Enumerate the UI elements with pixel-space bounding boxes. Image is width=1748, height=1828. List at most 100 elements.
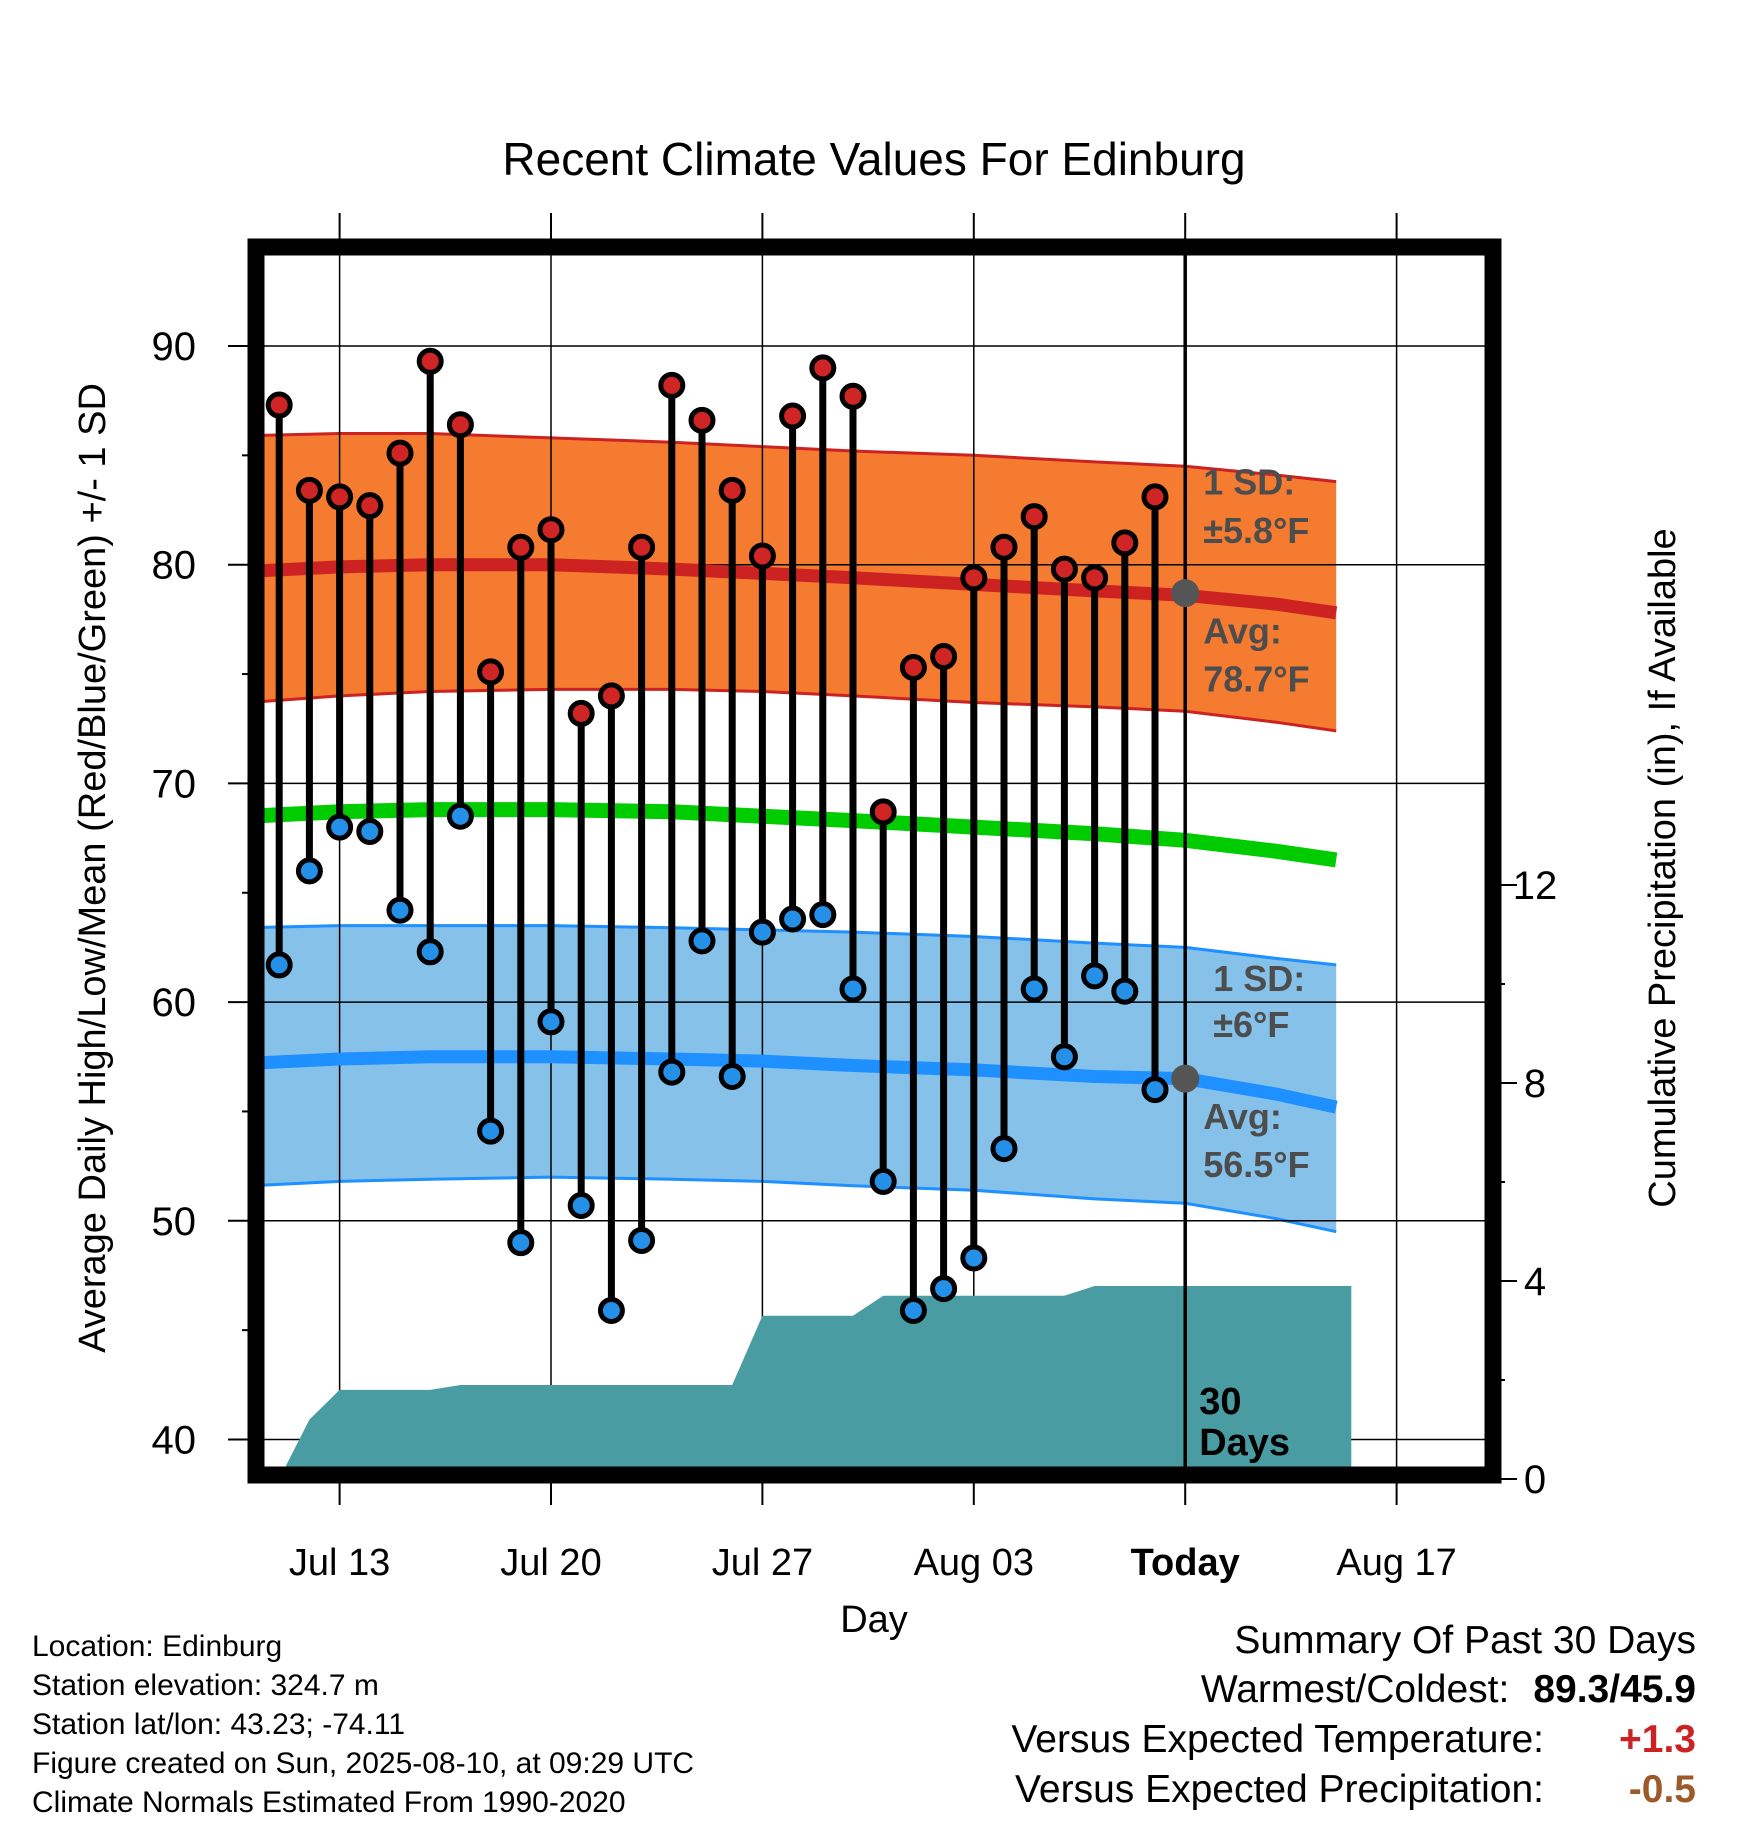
low-sd-lower-edge [256, 1175, 1337, 1234]
x-tick-label: Today [1131, 1542, 1240, 1584]
daily-low-point [265, 951, 293, 979]
y-tick-label: 60 [152, 981, 197, 1025]
y-tick-label: 70 [152, 762, 197, 806]
daily-high-point [265, 391, 293, 419]
high-sd-value: ±5.8°F [1203, 510, 1309, 551]
daily-high-point [1141, 483, 1169, 511]
high-avg-label: Avg: [1203, 610, 1282, 651]
daily-low-point [477, 1117, 505, 1145]
daily-high-point [507, 533, 535, 561]
summary-warm-cold-row: Warmest/Coldest: 89.3/45.9 [1011, 1665, 1696, 1715]
daily-low-point [809, 901, 837, 929]
daily-high-point [1020, 503, 1048, 531]
x-tick-label: Aug 03 [914, 1542, 1034, 1584]
summary-heading: Summary Of Past 30 Days [1234, 1619, 1696, 1662]
daily-low-point [869, 1167, 897, 1195]
daily-low-point [718, 1062, 746, 1090]
daily-high-point [809, 354, 837, 382]
daily-low-point [326, 813, 354, 841]
daily-high-point [930, 643, 958, 671]
days-count: 30 [1199, 1381, 1241, 1423]
low-sd-upper-edge [256, 924, 1337, 967]
daily-low-point [1111, 977, 1139, 1005]
daily-high-point [1050, 555, 1078, 583]
daily-high-point [1081, 564, 1109, 592]
daily-low-point [567, 1191, 595, 1219]
daily-low-point [930, 1275, 958, 1303]
daily-high-point [356, 492, 384, 520]
normal-high-line [256, 558, 1338, 620]
daily-low-point [537, 1008, 565, 1036]
normals-note: Climate Normals Estimated From 1990-2020 [32, 1786, 626, 1819]
daily-low-point [1141, 1076, 1169, 1104]
temp-anomaly-value: +1.3 [1619, 1718, 1696, 1761]
temp-anomaly-label: Versus Expected Temperature: [1011, 1718, 1544, 1761]
station-info: Location: Edinburg Station elevation: 32… [32, 1627, 694, 1822]
x-axis-label: Day [840, 1599, 908, 1641]
low-avg-value: 56.5°F [1203, 1144, 1309, 1185]
y2-tick-label: 0 [1524, 1458, 1546, 1502]
daily-high-point [326, 483, 354, 511]
daily-high-point [688, 406, 716, 434]
normal-low-line [256, 1050, 1338, 1114]
station-latlon: Station lat/lon: 43.23; -74.11 [32, 1708, 406, 1741]
daily-high-point [869, 798, 897, 826]
station-elevation: Station elevation: 324.7 m [32, 1669, 379, 1702]
low-sd-value: ±6°F [1213, 1004, 1289, 1045]
daily-high-point [839, 382, 867, 410]
daily-low-point [658, 1058, 686, 1086]
daily-low-point [416, 938, 444, 966]
low-avg-label: Avg: [1203, 1096, 1282, 1137]
daily-high-point [658, 371, 686, 399]
precip-anomaly-value: -0.5 [1628, 1768, 1696, 1811]
annotations: 1 SD: ±5.8°F Avg: 78.7°F 1 SD: ±6°F Avg: 56.5°F [1203, 462, 1309, 1185]
daily-low-point [748, 918, 776, 946]
daily-low-point [1050, 1043, 1078, 1071]
plot-inner: 1 SD: ±5.8°F Avg: 78.7°F 1 SD: ±6°F Avg: 56.5°F… [256, 247, 1493, 1475]
daily-high-point [718, 476, 746, 504]
daily-high-point [386, 439, 414, 467]
daily-high-point [477, 658, 505, 686]
high-avg-value: 78.7°F [1203, 659, 1309, 700]
low-sd-label: 1 SD: [1213, 958, 1305, 999]
today-high-normal-marker [1171, 579, 1200, 608]
y-tick-label: 90 [152, 325, 197, 369]
daily-low-point [990, 1135, 1018, 1163]
daily-high-point [537, 516, 565, 544]
daily-high-point [416, 347, 444, 375]
daily-low-point [295, 857, 323, 885]
daily-low-point [899, 1296, 927, 1324]
plot-frame [247, 238, 1502, 1484]
days-word: Days [1199, 1422, 1290, 1464]
y2-tick-label: 12 [1513, 864, 1558, 908]
plot-area: 1 SD: ±5.8°F Avg: 78.7°F 1 SD: ±6°F Avg: 56.5°F… [152, 213, 1558, 1584]
x-tick-label: Jul 20 [500, 1542, 601, 1584]
station-location: Location: Edinburg [32, 1630, 283, 1663]
daily-high-point [960, 564, 988, 592]
x-tick-label: Jul 13 [289, 1542, 390, 1584]
warm-cold-value: 89.3/45.9 [1533, 1668, 1696, 1711]
warm-cold-label: Warmest/Coldest: [1200, 1668, 1510, 1711]
today-low-normal-marker [1171, 1064, 1200, 1093]
daily-series [265, 347, 1169, 1324]
precip-anomaly-label: Versus Expected Precipitation: [1015, 1768, 1544, 1811]
y-tick-label: 40 [152, 1419, 197, 1463]
daily-low-point [688, 927, 716, 955]
daily-low-point [839, 975, 867, 1003]
high-sd-label: 1 SD: [1203, 462, 1295, 503]
daily-low-point [1020, 975, 1048, 1003]
y-tick-label: 80 [152, 544, 197, 588]
y-axis-label: Average Daily High/Low/Mean (Red/Blue/Gr… [72, 383, 114, 1353]
daily-high-point [295, 476, 323, 504]
daily-high-point [1111, 529, 1139, 557]
summary-temp-row: Versus Expected Temperature: +1.3 [1011, 1715, 1696, 1765]
summary-panel: Summary Of Past 30 Days Warmest/Coldest:… [1011, 1617, 1696, 1815]
daily-low-point [779, 905, 807, 933]
daily-high-point [990, 533, 1018, 561]
summary-precip-row: Versus Expected Precipitation: -0.5 [1011, 1765, 1696, 1815]
daily-high-point [567, 699, 595, 727]
y2-tick-label: 4 [1524, 1260, 1546, 1304]
daily-low-point [1081, 962, 1109, 990]
